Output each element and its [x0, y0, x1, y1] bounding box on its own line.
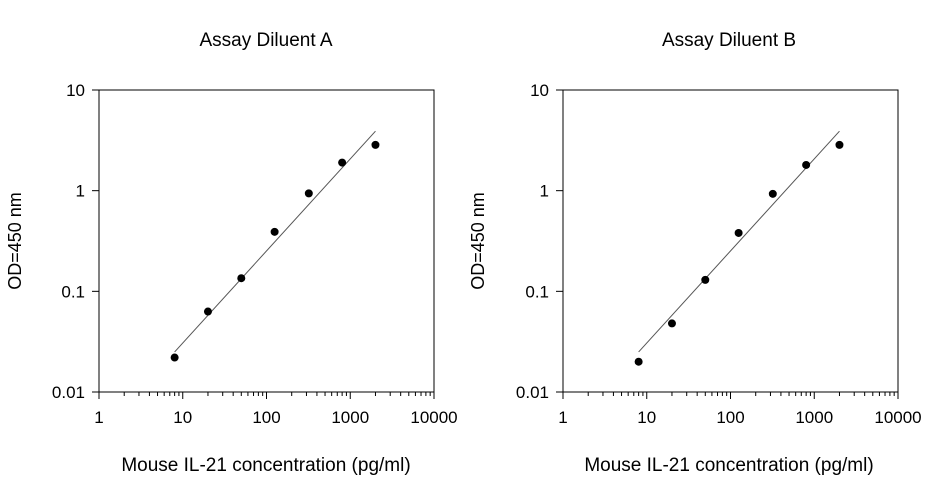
chart-a-x-axis-label: Mouse IL-21 concentration (pg/ml) [121, 455, 410, 476]
x-tick-label: 1 [558, 408, 567, 427]
y-tick-label: 10 [66, 81, 85, 100]
chart-a-title: Assay Diluent A [199, 30, 332, 51]
data-point [634, 357, 643, 366]
data-point [203, 307, 212, 316]
chart-b-title: Assay Diluent B [662, 30, 796, 51]
y-tick-label: 1 [76, 182, 85, 201]
x-tick-label: 10000 [874, 408, 921, 427]
data-point [734, 228, 743, 237]
data-point [701, 275, 710, 284]
chart-a-y-axis-label: OD=450 nm [5, 192, 25, 290]
data-point [270, 227, 279, 236]
y-tick-label: 10 [530, 81, 549, 100]
chart-b-plot-frame [562, 89, 899, 393]
x-tick-label: 1 [94, 408, 103, 427]
y-tick-label: 1 [540, 182, 549, 201]
y-tick-label: 0.01 [516, 383, 549, 402]
data-point [304, 189, 313, 198]
chart-b-y-axis-label: OD=450 nm [468, 192, 488, 290]
data-point [338, 158, 347, 167]
x-tick-label: 10 [637, 408, 656, 427]
y-tick-label: 0.1 [525, 282, 549, 301]
x-tick-label: 10000 [410, 408, 457, 427]
chart-b-x-axis-label: Mouse IL-21 concentration (pg/ml) [584, 455, 873, 476]
chart-panel-b: Assay Diluent B 1 10 100 1000 100000.010.111… [468, 30, 922, 476]
x-tick-label: 100 [252, 408, 280, 427]
data-point [802, 160, 811, 169]
data-point [237, 274, 246, 283]
chart-panel-a: Assay Diluent A 1 10 100 1000 100000.010.111… [5, 30, 458, 476]
x-tick-label: 100 [716, 408, 744, 427]
chart-a-plot-frame [98, 89, 435, 393]
y-tick-label: 0.01 [52, 383, 85, 402]
chart-a-marks [170, 130, 380, 362]
data-point [667, 319, 676, 328]
data-point [768, 189, 777, 198]
chart-a-axes: 1 10 100 1000 10000 0.01 0.1 1 10 [52, 81, 458, 427]
x-tick-label: 10 [173, 408, 192, 427]
data-point [371, 140, 380, 149]
x-tick-label: 1000 [795, 408, 833, 427]
chart-b-axes: 1 10 100 1000 10000 0.01 0.1 1 10 [516, 81, 922, 427]
x-tick-label: 1000 [331, 408, 369, 427]
data-point [170, 353, 179, 362]
data-point [835, 140, 844, 149]
chart-b-marks [634, 130, 844, 366]
y-tick-label: 0.1 [61, 282, 85, 301]
